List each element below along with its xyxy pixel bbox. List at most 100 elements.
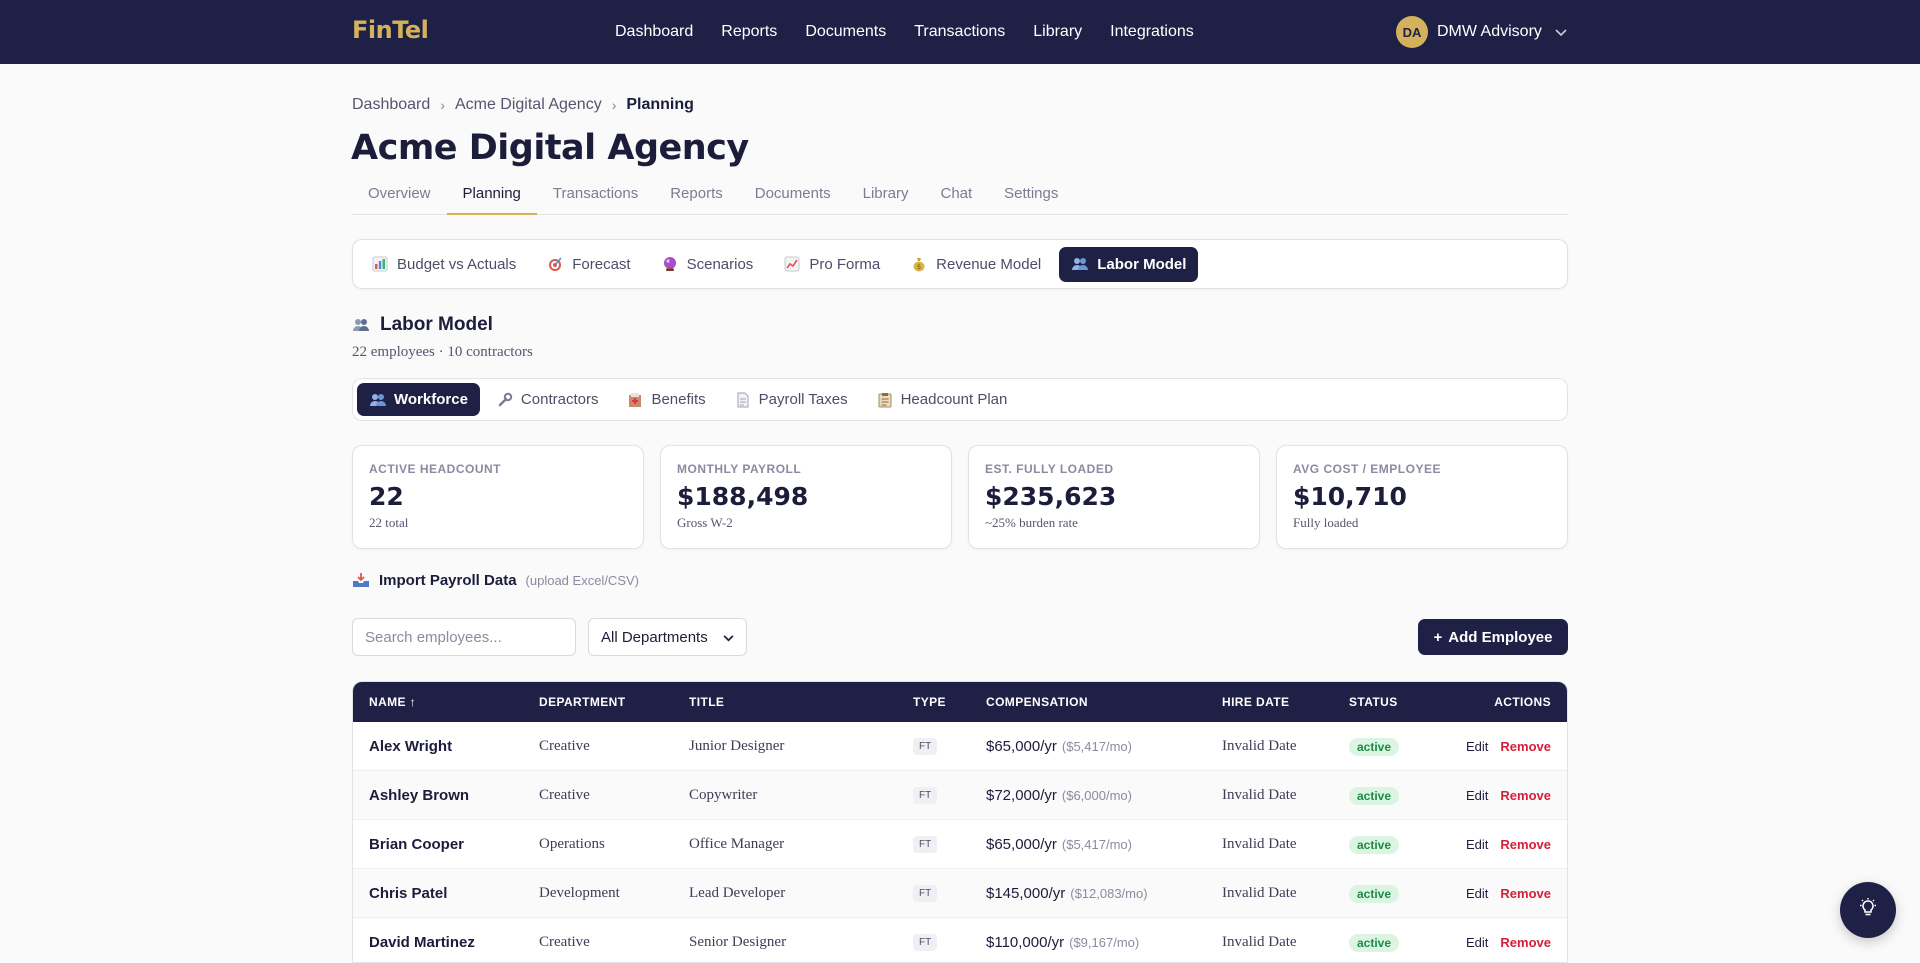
stat-value: $188,498 [677,482,809,511]
col-compensation[interactable]: COMPENSATION [986,695,1088,709]
tab-overview[interactable]: Overview [368,185,431,202]
add-employee-label: Add Employee [1448,628,1553,646]
employee-actions: Edit Remove [1466,918,1551,962]
employee-status-cell: active [1349,918,1400,962]
col-title[interactable]: TITLE [689,695,725,709]
nav-documents[interactable]: Documents [805,23,887,40]
employee-status-cell: active [1349,722,1400,771]
tab-transactions[interactable]: Transactions [552,185,639,202]
employee-actions: Edit Remove [1466,869,1551,918]
employee-name[interactable]: Alex Wright [369,738,453,755]
import-payroll-link[interactable]: Import Payroll Data (upload Excel/CSV) [352,571,639,589]
edit-button[interactable]: Edit [1466,886,1489,901]
remove-button[interactable]: Remove [1500,837,1551,852]
chevron-down-icon [1555,25,1567,40]
nav-dashboard[interactable]: Dashboard [615,23,694,40]
subtab-label: Scenarios [686,255,754,273]
breadcrumb-dashboard[interactable]: Dashboard [352,96,431,113]
nav-transactions[interactable]: Transactions [914,23,1006,40]
itab-workforce[interactable]: Workforce [357,383,480,416]
employee-name[interactable]: David Martinez [369,934,475,951]
stat-note: Fully loaded [1293,515,1359,530]
employee-hire-date: Invalid Date [1222,836,1297,852]
account-name: DMW Advisory [1437,23,1542,40]
itab-label: Contractors [520,391,599,408]
app-logo[interactable]: FinTel [352,16,429,44]
employee-hire-date: Invalid Date [1222,738,1297,754]
col-hire-date[interactable]: HIRE DATE [1222,695,1290,709]
subtab-budget-vs-actuals[interactable]: Budget vs Actuals [359,247,528,282]
table-header: NAME ↑ DEPARTMENT TITLE TYPE COMPENSATIO… [353,682,1567,722]
col-name[interactable]: NAME ↑ [369,695,417,709]
remove-button[interactable]: Remove [1500,886,1551,901]
stat-card-fully-loaded: EST. FULLY LOADED $235,623 ~25% burden r… [968,445,1260,549]
itab-payroll-taxes[interactable]: Payroll Taxes [722,383,860,416]
stat-note: ~25% burden rate [985,515,1078,530]
subtab-forecast[interactable]: Forecast [534,247,642,282]
tab-library[interactable]: Library [862,185,909,202]
col-status[interactable]: STATUS [1349,695,1398,709]
employee-monthly-comp: ($9,167/mo) [1069,935,1140,950]
stat-label: AVG COST / EMPLOYEE [1293,462,1441,476]
breadcrumb-client[interactable]: Acme Digital Agency [454,96,602,113]
nav-integrations[interactable]: Integrations [1110,23,1194,40]
tab-documents[interactable]: Documents [754,185,831,202]
itab-contractors[interactable]: Contractors [484,383,611,416]
col-type[interactable]: TYPE [913,695,946,709]
remove-button[interactable]: Remove [1500,788,1551,803]
employee-compensation-cell: $65,000/yr ($5,417/mo) [986,722,1132,771]
edit-button[interactable]: Edit [1466,837,1489,852]
employee-name[interactable]: Chris Patel [369,885,448,902]
svg-text:$: $ [917,263,921,271]
document-icon [734,391,752,409]
employee-actions: Edit Remove [1466,722,1551,771]
nav-library[interactable]: Library [1033,23,1083,40]
tab-reports[interactable]: Reports [670,185,723,202]
remove-button[interactable]: Remove [1500,935,1551,950]
subtab-label: Pro Forma [809,255,881,273]
subtab-labor-model[interactable]: Labor Model [1059,246,1199,282]
itab-headcount-plan[interactable]: Headcount Plan [864,383,1020,416]
section-header: Labor Model [352,314,493,336]
nav-reports[interactable]: Reports [721,23,778,40]
department-select[interactable]: All Departments [588,618,747,656]
edit-button[interactable]: Edit [1466,739,1489,754]
subtab-revenue-model[interactable]: $ Revenue Model [898,247,1053,282]
subtab-scenarios[interactable]: Scenarios [649,247,766,282]
section-subtitle: 22 employees · 10 contractors [352,344,533,360]
employee-actions: Edit Remove [1466,771,1551,820]
stat-card-headcount: ACTIVE HEADCOUNT 22 22 total [352,445,644,549]
subtab-label: Labor Model [1097,255,1187,273]
status-badge: active [1349,933,1400,952]
table-row: Alex Wright Creative Junior Designer FT $65,… [353,722,1567,771]
tab-settings[interactable]: Settings [1004,185,1059,202]
money-bag-icon: $ [910,255,928,273]
section-title: Labor Model [380,314,493,335]
account-menu[interactable]: DA DMW Advisory [1396,16,1567,48]
employee-monthly-comp: ($5,417/mo) [1061,837,1132,852]
edit-button[interactable]: Edit [1466,935,1489,950]
remove-button[interactable]: Remove [1500,739,1551,754]
tab-planning[interactable]: Planning [446,178,537,215]
employee-name[interactable]: Brian Cooper [369,836,465,853]
employee-type-cell: FT [913,771,938,820]
breadcrumb-separator: › [440,97,445,113]
people-icon [1071,255,1089,273]
add-employee-button[interactable]: + Add Employee [1418,619,1568,655]
itab-benefits[interactable]: Benefits [614,383,717,416]
employee-department: Operations [539,836,605,852]
inbox-tray-icon [352,571,370,589]
status-badge: active [1349,835,1400,854]
employee-name[interactable]: Ashley Brown [369,787,470,804]
employee-compensation: $145,000/yr [986,885,1066,902]
edit-button[interactable]: Edit [1466,788,1489,803]
stat-label: MONTHLY PAYROLL [677,462,802,476]
search-input[interactable] [352,618,576,656]
employee-type-cell: FT [913,869,938,918]
col-department[interactable]: DEPARTMENT [539,695,626,709]
crystal-ball-icon [661,255,679,273]
subtab-label: Budget vs Actuals [397,255,517,273]
tab-chat[interactable]: Chat [940,185,973,202]
subtab-pro-forma[interactable]: Pro Forma [771,247,892,282]
lightbulb-help-button[interactable] [1840,882,1896,938]
